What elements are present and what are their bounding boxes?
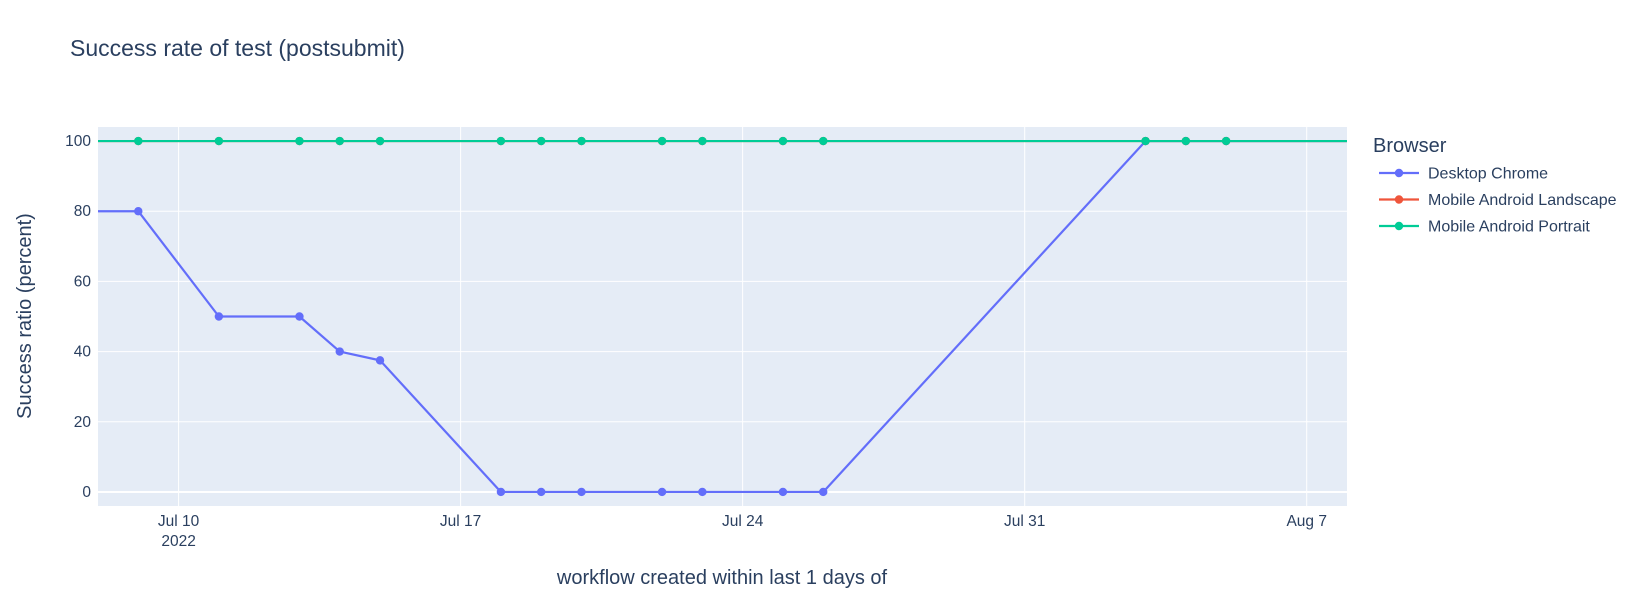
legend-marker — [1394, 168, 1404, 178]
data-point[interactable] — [577, 487, 586, 497]
y-tick-label: 60 — [74, 273, 92, 290]
legend-marker — [1394, 221, 1404, 231]
data-point[interactable] — [1221, 136, 1231, 146]
legend-label: Desktop Chrome — [1428, 166, 1548, 183]
data-point[interactable] — [134, 136, 143, 146]
data-point[interactable] — [214, 136, 224, 146]
data-point[interactable] — [819, 487, 828, 497]
data-point[interactable] — [1181, 136, 1191, 146]
data-point[interactable] — [657, 487, 667, 497]
data-point[interactable] — [1141, 136, 1150, 146]
data-point[interactable] — [295, 312, 304, 321]
series-mobile-android-portrait — [98, 136, 1347, 146]
data-point[interactable] — [496, 487, 506, 497]
series-lines — [98, 136, 1347, 497]
data-point[interactable] — [778, 136, 788, 146]
x-axis-title: workflow created within last 1 days of — [556, 567, 888, 589]
y-axis-title: Success ratio (percent) — [14, 213, 36, 419]
data-point[interactable] — [819, 136, 828, 146]
gridlines — [98, 127, 1347, 506]
x-tick-label: Jul 17 — [440, 513, 481, 530]
legend-item-mobile-android-landscape[interactable]: Mobile Android Landscape — [1379, 192, 1617, 209]
data-point[interactable] — [778, 487, 788, 497]
data-point[interactable] — [698, 136, 707, 146]
x-tick-sublabel: 2022 — [161, 533, 195, 550]
data-point[interactable] — [134, 207, 143, 216]
data-point[interactable] — [536, 136, 546, 146]
legend-item-desktop-chrome[interactable]: Desktop Chrome — [1379, 166, 1548, 183]
data-point[interactable] — [698, 487, 707, 497]
data-point[interactable] — [375, 356, 385, 365]
legend-marker — [1394, 195, 1404, 204]
data-point[interactable] — [496, 136, 506, 146]
data-point[interactable] — [335, 136, 344, 146]
legend-title: Browser — [1373, 135, 1447, 157]
data-point[interactable] — [657, 136, 667, 146]
data-point[interactable] — [214, 312, 224, 321]
y-tick-label: 0 — [82, 484, 91, 501]
x-axis-ticks: Jul 10 2022 Jul 17 Jul 24 Jul 31 Aug 7 — [158, 513, 1327, 550]
data-point[interactable] — [536, 487, 546, 497]
legend-item-mobile-android-portrait[interactable]: Mobile Android Portrait — [1379, 219, 1590, 236]
x-tick-label: Jul 24 — [722, 513, 764, 530]
data-point[interactable] — [295, 136, 304, 146]
x-tick-label: Aug 7 — [1286, 513, 1327, 530]
legend: Browser Desktop Chrome Mobile Android Lan… — [1373, 135, 1617, 236]
legend-label: Mobile Android Landscape — [1428, 192, 1617, 209]
data-point[interactable] — [375, 136, 385, 146]
y-tick-label: 40 — [74, 344, 92, 361]
data-point[interactable] — [577, 136, 586, 146]
x-tick-label: Jul 10 — [158, 513, 200, 530]
data-point[interactable] — [335, 347, 344, 356]
x-tick-label: Jul 31 — [1004, 513, 1045, 530]
y-tick-label: 100 — [65, 133, 91, 150]
plot-area[interactable] — [98, 127, 1347, 506]
y-tick-label: 80 — [74, 203, 92, 220]
y-axis-ticks: 0 20 40 60 80 100 — [65, 133, 91, 501]
legend-label: Mobile Android Portrait — [1428, 219, 1590, 236]
chart-title: Success rate of test (postsubmit) — [70, 35, 405, 61]
y-tick-label: 20 — [74, 414, 92, 431]
